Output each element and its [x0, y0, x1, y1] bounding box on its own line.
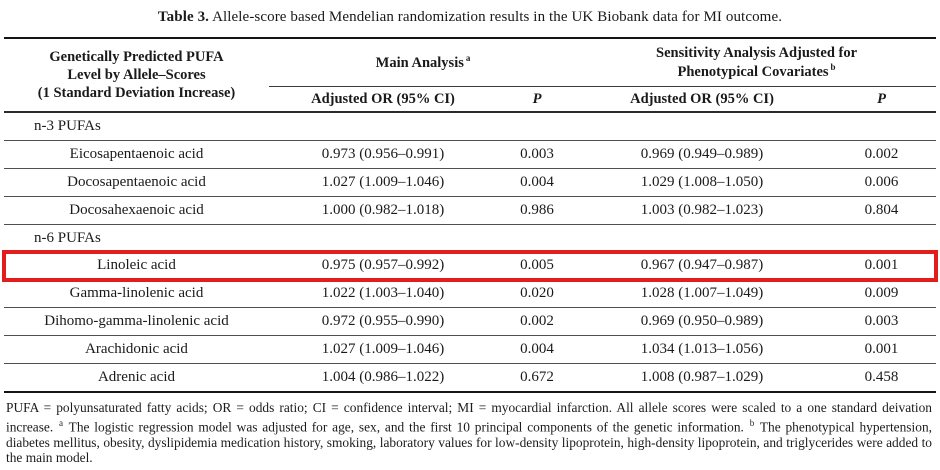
section-row-n6-pufas: n-6 PUFAs [4, 224, 937, 253]
section-label: n-6 PUFAs [4, 224, 269, 253]
footnote-abbreviations: PUFA = polyunsaturated fatty acids; OR =… [6, 399, 932, 434]
pufa-name: Dihomo-gamma-linolenic acid [4, 307, 269, 337]
footnote-superscript-a: a [59, 417, 64, 428]
sub-header-row: Adjusted OR (95% CI) P Adjusted OR (95% … [4, 86, 937, 113]
empty-cell [269, 224, 497, 253]
mendelian-randomization-table: Genetically Predicted PUFA Level by Alle… [1, 37, 939, 393]
p-sensitivity-value: 0.458 [864, 368, 899, 385]
p-main-value: 0.003 [497, 140, 578, 169]
group-header-main-analysis: Main Analysis a [269, 38, 578, 87]
table-footnote: PUFA = polyunsaturated fatty acids; OR =… [6, 400, 932, 466]
table-row: Eicosapentaenoic acid 0.973 (0.956–0.991… [4, 140, 937, 169]
column-header-or-sensitivity: Adjusted OR (95% CI) [577, 86, 828, 113]
pufa-name: Arachidonic acid [4, 335, 269, 365]
or-sensitivity-value: 0.969 (0.950–0.989) [577, 307, 828, 337]
or-sensitivity-value: 1.008 (0.987–1.029) [640, 368, 764, 385]
p-main-value: 0.004 [497, 168, 578, 197]
footnote-main-model-note: The logistic regression model was adjust… [68, 418, 744, 434]
table-row: Gamma-linolenic acid 1.022 (1.003–1.040)… [4, 279, 937, 309]
table-row: Docosahexaenoic acid 1.000 (0.982–1.018)… [4, 196, 937, 225]
table-caption-text: Allele-score based Mendelian randomizati… [212, 9, 783, 25]
or-sensitivity-value: 0.969 (0.949–0.989) [577, 140, 828, 169]
pufa-name: Docosapentaenoic acid [4, 168, 269, 197]
table-row: Adrenic acid 1.004 (0.986–1.022) 0.672 1… [4, 364, 936, 392]
p-sensitivity-value: 0.006 [827, 168, 937, 197]
p-sensitivity-value: 0.001 [827, 251, 937, 281]
or-main-value: 0.972 (0.955–0.990) [269, 307, 497, 337]
column-header-pufa-level: Genetically Predicted PUFA Level by Alle… [4, 38, 269, 113]
table-row: Arachidonic acid 1.027 (1.009–1.046) 0.0… [4, 335, 937, 365]
footnote-sensitivity-note: The phenotypical hypertension, diabetes … [6, 418, 932, 466]
pufa-name: Eicosapentaenoic acid [4, 140, 269, 169]
footnote-marker-a: a [465, 53, 471, 64]
table-caption: Table 3. Allele-score based Mendelian ra… [8, 9, 932, 26]
group-header-row: Genetically Predicted PUFA Level by Alle… [4, 38, 937, 113]
column-header-or-main: Adjusted OR (95% CI) [269, 86, 497, 113]
pufa-name: Docosahexaenoic acid [4, 196, 269, 225]
empty-cell [827, 112, 937, 141]
table-row: Docosapentaenoic acid 1.027 (1.009–1.046… [4, 168, 937, 197]
p-sensitivity-value: 0.003 [827, 307, 937, 337]
p-main-value: 0.005 [497, 251, 578, 281]
p-main-value: 0.002 [497, 307, 578, 337]
or-sensitivity-value: 1.029 (1.008–1.050) [577, 168, 828, 197]
table-caption-label: Table 3. [157, 9, 210, 25]
group-header-sensitivity-analysis: Sensitivity Analysis Adjusted for Phenot… [577, 38, 937, 87]
or-sensitivity-value: 1.003 (0.982–1.023) [577, 196, 828, 225]
or-main-value: 1.027 (1.009–1.046) [269, 335, 497, 365]
or-sensitivity-value: 1.034 (1.013–1.056) [577, 335, 828, 365]
empty-cell [827, 224, 937, 253]
pufa-name: Linoleic acid [4, 251, 269, 281]
p-sensitivity-value: 0.001 [827, 335, 937, 365]
pufa-name: Gamma-linolenic acid [4, 279, 269, 309]
p-main-value: 0.004 [497, 335, 578, 365]
table-header: Genetically Predicted PUFA Level by Alle… [4, 38, 937, 113]
or-main-value: 0.975 (0.957–0.992) [269, 251, 497, 281]
or-main-value: 1.004 (0.986–1.022) [321, 368, 445, 385]
or-sensitivity-value: 0.967 (0.947–0.987) [577, 251, 828, 281]
p-main-value: 0.672 [520, 368, 554, 385]
or-main-value: 0.973 (0.956–0.991) [269, 140, 497, 169]
empty-cell [269, 112, 497, 141]
empty-cell [497, 224, 578, 253]
footnote-superscript-b: b [749, 417, 755, 428]
empty-cell [577, 112, 828, 141]
section-label: n-3 PUFAs [4, 112, 269, 141]
or-sensitivity-value: 1.028 (1.007–1.049) [577, 279, 828, 309]
highlighted-row-linoleic-acid: Linoleic acid 0.975 (0.957–0.992) 0.005 … [1, 249, 939, 282]
p-sensitivity-value: 0.009 [827, 279, 937, 309]
empty-cell [577, 224, 828, 253]
section-row-n3-pufas: n-3 PUFAs [4, 112, 937, 141]
or-main-value: 1.027 (1.009–1.046) [269, 168, 497, 197]
or-main-value: 1.022 (1.003–1.040) [269, 279, 497, 309]
table-row: Dihomo-gamma-linolenic acid 0.972 (0.955… [4, 307, 937, 337]
pufa-name: Adrenic acid [97, 368, 176, 385]
footnote-marker-b: b [830, 62, 836, 73]
p-sensitivity-value: 0.804 [827, 196, 937, 225]
p-main-value: 0.020 [497, 279, 578, 309]
empty-cell [497, 112, 578, 141]
p-sensitivity-value: 0.002 [827, 140, 937, 169]
p-main-value: 0.986 [497, 196, 578, 225]
column-header-p-sensitivity: P [827, 86, 937, 113]
or-main-value: 1.000 (0.982–1.018) [269, 196, 497, 225]
column-header-p-main: P [497, 86, 578, 113]
